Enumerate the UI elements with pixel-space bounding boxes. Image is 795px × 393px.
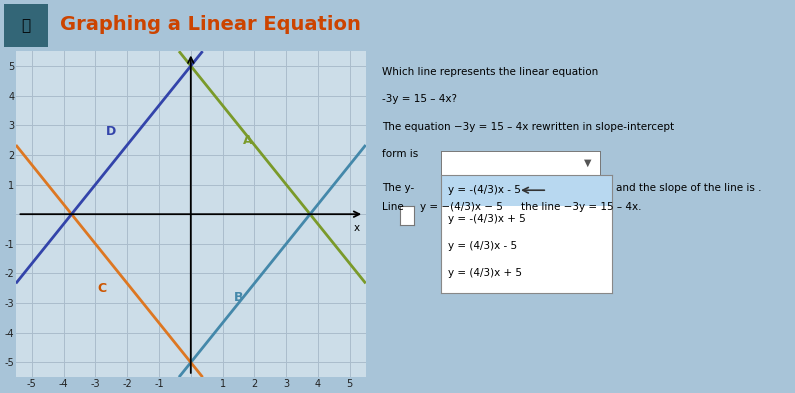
Text: y = (4/3)x - 5: y = (4/3)x - 5	[448, 241, 518, 251]
Text: A: A	[243, 134, 253, 147]
Text: and the slope of the line is .: and the slope of the line is .	[616, 183, 762, 193]
Text: C: C	[97, 282, 107, 295]
Text: The equation −3y = 15 – 4x rewritten in slope-intercept: The equation −3y = 15 – 4x rewritten in …	[382, 122, 673, 132]
Text: 🔥: 🔥	[21, 18, 30, 33]
Text: y = -(4/3)x + 5: y = -(4/3)x + 5	[448, 213, 525, 224]
Text: Which line represents the linear equation: Which line represents the linear equatio…	[382, 67, 598, 77]
Text: the line −3y = 15 – 4x.: the line −3y = 15 – 4x.	[521, 202, 642, 212]
Text: ▼: ▼	[584, 158, 591, 168]
Text: y = -(4/3)x - 5: y = -(4/3)x - 5	[448, 185, 521, 195]
Text: x: x	[353, 223, 359, 233]
Text: y = −(4/3)x − 5: y = −(4/3)x − 5	[420, 202, 502, 212]
Bar	[441, 175, 612, 206]
Text: Line: Line	[382, 202, 403, 212]
Text: D: D	[107, 125, 116, 138]
Text: The y-: The y-	[382, 183, 414, 193]
FancyBboxPatch shape	[4, 4, 48, 47]
Text: B: B	[234, 291, 243, 304]
Text: y = (4/3)x + 5: y = (4/3)x + 5	[448, 268, 522, 278]
Text: -3y = 15 – 4x?: -3y = 15 – 4x?	[382, 94, 456, 104]
Text: form is: form is	[382, 149, 418, 159]
Text: Graphing a Linear Equation: Graphing a Linear Equation	[60, 15, 360, 34]
